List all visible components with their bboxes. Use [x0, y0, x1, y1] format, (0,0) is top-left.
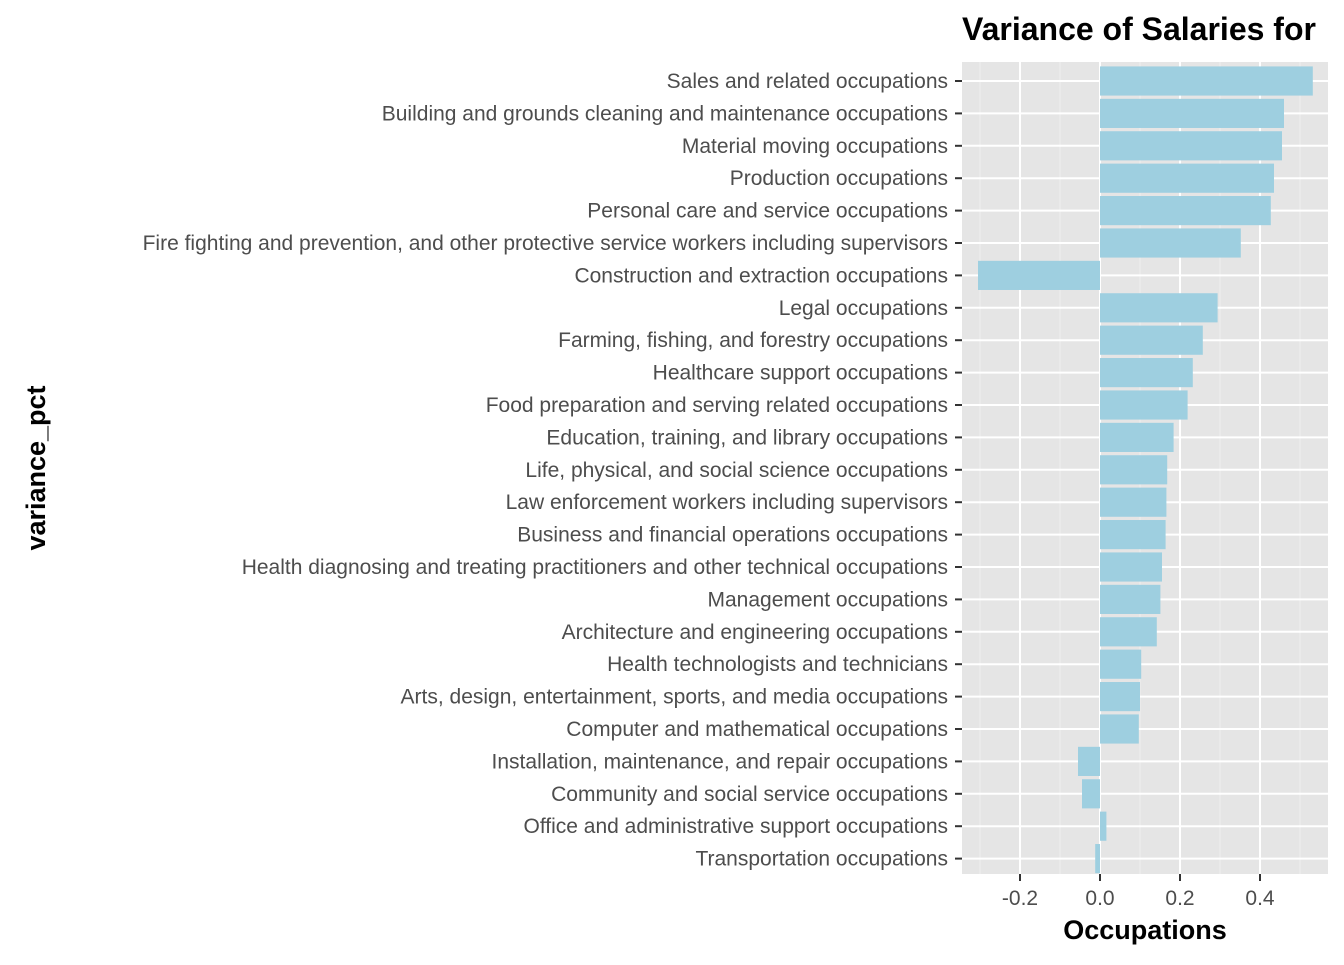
y-tick-label: Fire fighting and prevention, and other … [143, 232, 948, 255]
bar [1100, 682, 1140, 712]
y-tick-label: Sales and related occupations [667, 70, 948, 93]
y-tick-label: Computer and mathematical occupations [566, 718, 948, 741]
x-tick-label: 0.0 [1085, 887, 1114, 910]
bar [1095, 844, 1100, 874]
y-tick-label: Community and social service occupations [551, 783, 948, 806]
y-tick-label: Education, training, and library occupat… [546, 426, 948, 449]
y-tick-label: Installation, maintenance, and repair oc… [492, 750, 948, 773]
y-tick-label: Architecture and engineering occupations [562, 621, 948, 644]
y-tick-label: Office and administrative support occupa… [523, 815, 948, 838]
bar [1100, 520, 1166, 550]
bar [1100, 422, 1174, 452]
y-tick-label: Building and grounds cleaning and mainte… [382, 102, 948, 125]
bar [1100, 714, 1139, 744]
bar [1100, 163, 1274, 193]
x-tick-label: 0.2 [1165, 887, 1194, 910]
y-tick-label: Business and financial operations occupa… [517, 524, 948, 547]
bar [1078, 746, 1100, 776]
x-axis: -0.2 0.0 0.2 0.4 [1002, 874, 1275, 910]
y-tick-label: Transportation occupations [695, 848, 948, 871]
y-tick-label: Construction and extraction occupations [574, 264, 948, 287]
bar [1100, 293, 1218, 323]
bar [1100, 228, 1241, 258]
y-tick-label: Arts, design, entertainment, sports, and… [401, 686, 948, 709]
y-tick-label: Healthcare support occupations [653, 362, 948, 385]
y-axis-title: variance_pct [21, 385, 51, 550]
bar [1100, 390, 1188, 420]
y-tick-label: Health technologists and technicians [607, 653, 948, 676]
bar [1100, 649, 1142, 679]
bar [1100, 487, 1167, 517]
y-tick-label: Personal care and service occupations [587, 200, 948, 223]
x-axis-title: Occupations [1063, 915, 1227, 945]
bars [978, 66, 1313, 874]
y-tick-label: Production occupations [730, 167, 948, 190]
bar [1100, 358, 1193, 388]
bar [1100, 584, 1161, 614]
bar [978, 260, 1100, 290]
bar [1100, 617, 1157, 647]
bar [1100, 325, 1203, 355]
bar [1100, 66, 1313, 96]
bar [1082, 779, 1100, 809]
x-tick-label: 0.4 [1245, 887, 1275, 910]
y-tick-label: Management occupations [708, 588, 949, 611]
bar [1100, 131, 1282, 161]
y-tick-label: Health diagnosing and treating practitio… [242, 556, 948, 579]
y-tick-label: Legal occupations [779, 297, 948, 320]
y-tick-label: Life, physical, and social science occup… [525, 459, 948, 482]
y-tick-label: Farming, fishing, and forestry occupatio… [558, 329, 948, 352]
chart-title: Variance of Salaries for [962, 11, 1316, 47]
bar [1100, 811, 1107, 841]
y-axis: Sales and related occupations Building an… [143, 70, 962, 871]
bar [1100, 455, 1168, 485]
bar [1100, 98, 1284, 128]
y-tick-label: Material moving occupations [682, 135, 948, 158]
bar [1100, 552, 1162, 582]
bar [1100, 196, 1271, 226]
y-tick-label: Law enforcement workers including superv… [506, 491, 948, 514]
x-tick-label: -0.2 [1002, 887, 1038, 910]
y-tick-label: Food preparation and serving related occ… [486, 394, 948, 417]
